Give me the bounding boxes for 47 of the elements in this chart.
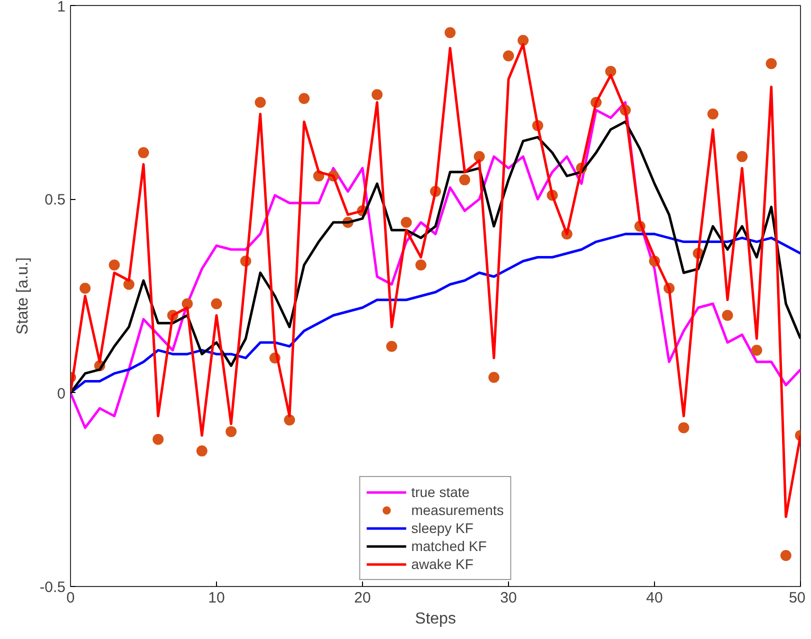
x-tick-label: 20 — [354, 590, 371, 606]
x-axis-title: Steps — [415, 610, 456, 628]
legend-label: measurements — [411, 501, 504, 519]
legend-label: matched KF — [411, 537, 487, 555]
point — [444, 27, 456, 38]
x-tick-label: 40 — [646, 590, 663, 606]
x-tick-label: 30 — [500, 590, 517, 606]
point — [605, 66, 616, 77]
point — [751, 344, 762, 356]
y-tick-label: 0 — [57, 385, 66, 402]
y-axis-title: State [a.u.] — [14, 257, 32, 335]
point — [226, 426, 237, 438]
x-tick-label: 50 — [788, 590, 806, 606]
legend-label: sleepy KF — [411, 519, 474, 537]
y-tick-label: 0.5 — [44, 192, 66, 209]
point — [459, 174, 470, 186]
legend-label: awake KF — [411, 555, 474, 573]
point — [488, 372, 500, 383]
point — [722, 310, 733, 321]
y-tick-label: -0.5 — [40, 579, 66, 596]
point — [780, 550, 792, 562]
point — [518, 34, 529, 46]
y-tick-label: 1 — [57, 0, 66, 16]
point — [736, 151, 748, 162]
point — [254, 96, 266, 108]
point — [415, 260, 426, 271]
point — [298, 92, 310, 104]
point — [766, 58, 777, 70]
x-tick-label: 10 — [208, 590, 225, 606]
point — [108, 260, 120, 271]
legend-label: true state — [411, 483, 470, 501]
point — [80, 282, 91, 294]
point — [284, 414, 295, 426]
point — [707, 108, 718, 120]
point — [152, 434, 164, 445]
point — [123, 278, 134, 290]
point — [503, 50, 514, 62]
point — [211, 298, 222, 310]
point — [400, 216, 412, 228]
point — [196, 445, 208, 456]
point — [182, 298, 193, 310]
point — [372, 89, 383, 100]
point — [386, 340, 398, 352]
line-series — [70, 232, 800, 394]
point — [678, 422, 690, 434]
point — [474, 151, 485, 162]
point — [138, 147, 149, 158]
